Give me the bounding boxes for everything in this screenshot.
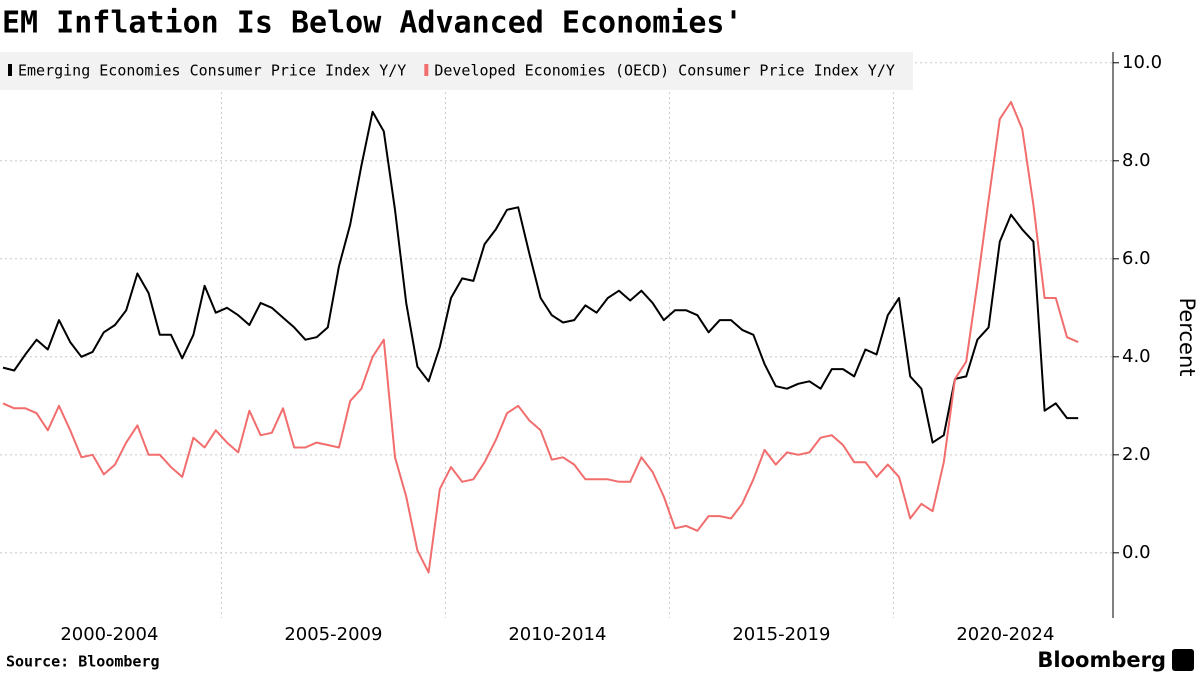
y-tick-label: 2.0 bbox=[1122, 444, 1151, 465]
y-axis-label: Percent bbox=[1175, 297, 1199, 376]
legend: Emerging Economies Consumer Price Index … bbox=[0, 52, 913, 90]
x-tick-label: 2010-2014 bbox=[508, 624, 606, 645]
brand-logo: Bloomberg bbox=[1037, 648, 1166, 672]
brand-icon bbox=[1172, 649, 1194, 671]
y-tick-label: 4.0 bbox=[1122, 346, 1151, 367]
x-tick-label: 2015-2019 bbox=[732, 624, 830, 645]
series-line bbox=[2, 101, 1079, 574]
chart-title: EM Inflation Is Below Advanced Economies… bbox=[2, 6, 743, 41]
series-line bbox=[2, 110, 1079, 444]
source-note: Source: Bloomberg bbox=[6, 653, 160, 671]
legend-label: Developed Economies (OECD) Consumer Pric… bbox=[434, 62, 895, 80]
legend-background bbox=[0, 52, 913, 90]
y-tick-label: 0.0 bbox=[1122, 542, 1151, 563]
y-tick-label: 8.0 bbox=[1122, 150, 1151, 171]
x-tick-label: 2020-2024 bbox=[956, 624, 1054, 645]
y-tick-label: 6.0 bbox=[1122, 248, 1151, 269]
legend-swatch bbox=[8, 64, 12, 76]
plot-area: 0.0 2.0 4.0 6.0 8.0 10.0 2000-2004 2005-2009 201… bbox=[0, 52, 1162, 645]
y-tick-label: 10.0 bbox=[1122, 52, 1162, 73]
legend-label: Emerging Economies Consumer Price Index … bbox=[18, 62, 406, 80]
x-tick-label: 2000-2004 bbox=[60, 624, 158, 645]
legend-swatch bbox=[424, 64, 429, 76]
x-tick-label: 2005-2009 bbox=[284, 624, 382, 645]
